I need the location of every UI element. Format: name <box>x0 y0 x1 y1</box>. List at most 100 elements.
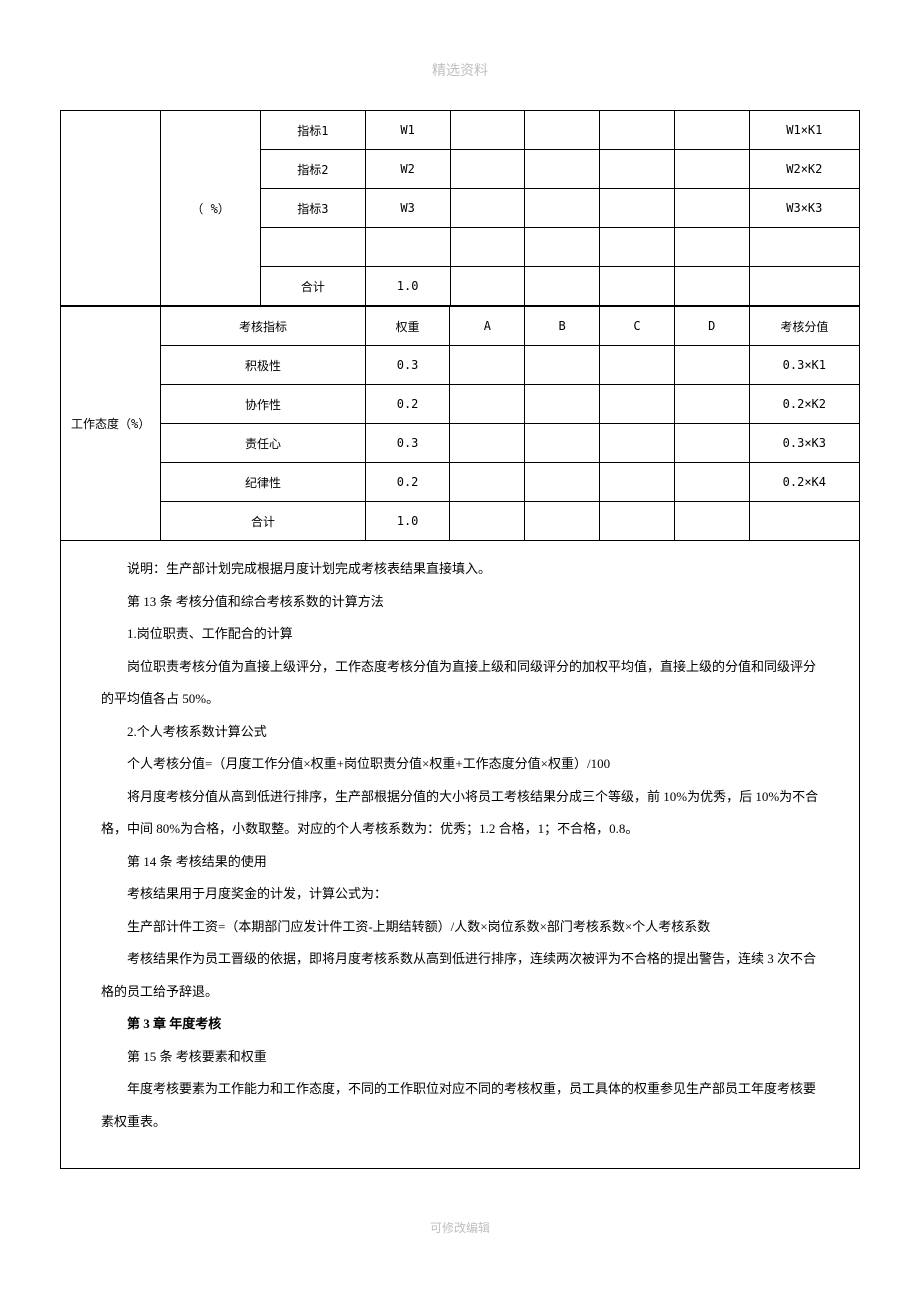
cell-a <box>450 267 525 306</box>
cell-c <box>600 267 675 306</box>
table-row: 积极性 0.3 0.3×K1 <box>61 346 859 385</box>
table-row: （ %） 指标1 W1 W1×K1 <box>61 111 859 150</box>
col-score: 考核分值 <box>749 307 859 346</box>
cell-a <box>450 502 525 541</box>
content-box: （ %） 指标1 W1 W1×K1 指标2 W2 W2×K2 指标3 W <box>60 110 860 1169</box>
table-row: 纪律性 0.2 0.2×K4 <box>61 463 859 502</box>
empty-cell <box>749 267 859 306</box>
cell-a <box>450 463 525 502</box>
indicator-score: W2×K2 <box>749 150 859 189</box>
col-d: D <box>674 307 749 346</box>
paragraph: 第 13 条 考核分值和综合考核系数的计算方法 <box>101 586 819 619</box>
body-text: 说明：生产部计划完成根据月度计划完成考核表结果直接填入。 第 13 条 考核分值… <box>61 541 859 1168</box>
paragraph: 考核结果用于月度奖金的计发，计算公式为： <box>101 878 819 911</box>
cell-a <box>450 385 525 424</box>
indicator-score: W1×K1 <box>749 111 859 150</box>
table-indicators: （ %） 指标1 W1 W1×K1 指标2 W2 W2×K2 指标3 W <box>61 111 859 306</box>
cell-c <box>600 111 675 150</box>
paragraph: 岗位职责考核分值为直接上级评分，工作态度考核分值为直接上级和同级评分的加权平均值… <box>101 651 819 716</box>
cell-c <box>600 424 675 463</box>
cell-d <box>674 463 749 502</box>
cell-c <box>600 346 675 385</box>
empty-cell <box>450 228 525 267</box>
cell-d <box>674 424 749 463</box>
cell-a <box>450 346 525 385</box>
cell-a <box>450 189 525 228</box>
empty-cell <box>674 228 749 267</box>
category-label: 工作态度（%） <box>61 307 161 541</box>
col-weight: 权重 <box>365 307 450 346</box>
cell-b <box>525 189 600 228</box>
empty-cell <box>749 228 859 267</box>
total-label: 合计 <box>161 502 365 541</box>
total-weight: 1.0 <box>365 502 450 541</box>
paragraph: 年度考核要素为工作能力和工作态度，不同的工作职位对应不同的考核权重，员工具体的权… <box>101 1073 819 1138</box>
cell-c <box>600 502 675 541</box>
cell-b <box>525 111 600 150</box>
indicator-weight: W3 <box>365 189 450 228</box>
empty-cell <box>365 228 450 267</box>
table-row: 责任心 0.3 0.3×K3 <box>61 424 859 463</box>
indicator-score: 0.2×K2 <box>749 385 859 424</box>
cell-d <box>674 267 749 306</box>
cell-c <box>600 463 675 502</box>
page-header: 精选资料 <box>60 60 860 80</box>
indicator-score: W3×K3 <box>749 189 859 228</box>
total-weight: 1.0 <box>365 267 450 306</box>
cell-a <box>450 111 525 150</box>
indicator-name: 指标2 <box>260 150 365 189</box>
col-indicator: 考核指标 <box>161 307 365 346</box>
empty-cell <box>525 228 600 267</box>
paragraph: 考核结果作为员工晋级的依据，即将月度考核系数从高到低进行排序，连续两次被评为不合… <box>101 943 819 1008</box>
indicator-name: 纪律性 <box>161 463 365 502</box>
empty-cell <box>600 228 675 267</box>
cell-a <box>450 150 525 189</box>
paragraph: 2.个人考核系数计算公式 <box>101 716 819 749</box>
paragraph: 1.岗位职责、工作配合的计算 <box>101 618 819 651</box>
paragraph: 说明：生产部计划完成根据月度计划完成考核表结果直接填入。 <box>101 553 819 586</box>
chapter-heading: 第 3 章 年度考核 <box>101 1008 819 1041</box>
indicator-name: 指标3 <box>260 189 365 228</box>
cell-c <box>600 189 675 228</box>
cell-d <box>674 385 749 424</box>
col-c: C <box>600 307 675 346</box>
cell-b <box>525 346 600 385</box>
col-a: A <box>450 307 525 346</box>
paragraph: 个人考核分值=（月度工作分值×权重+岗位职责分值×权重+工作态度分值×权重）/1… <box>101 748 819 781</box>
table-attitude: 工作态度（%） 考核指标 权重 A B C D 考核分值 积极性 0.3 0.3… <box>61 306 859 541</box>
pct-label: （ %） <box>161 111 261 306</box>
cell-b <box>525 385 600 424</box>
table-header-row: 工作态度（%） 考核指标 权重 A B C D 考核分值 <box>61 307 859 346</box>
indicator-name: 指标1 <box>260 111 365 150</box>
empty-cell <box>61 111 161 306</box>
indicator-name: 积极性 <box>161 346 365 385</box>
cell-c <box>600 385 675 424</box>
cell-b <box>525 150 600 189</box>
cell-b <box>525 424 600 463</box>
cell-d <box>674 502 749 541</box>
page: 精选资料 （ %） 指标1 W1 W1×K1 指标2 W2 <box>0 0 920 1276</box>
indicator-name: 协作性 <box>161 385 365 424</box>
indicator-score: 0.2×K4 <box>749 463 859 502</box>
page-footer: 可修改编辑 <box>60 1219 860 1236</box>
indicator-weight: W1 <box>365 111 450 150</box>
empty-cell <box>749 502 859 541</box>
cell-d <box>674 150 749 189</box>
indicator-weight: 0.3 <box>365 346 450 385</box>
cell-c <box>600 150 675 189</box>
cell-a <box>450 424 525 463</box>
cell-b <box>525 502 600 541</box>
cell-d <box>674 346 749 385</box>
cell-d <box>674 189 749 228</box>
table-row: 协作性 0.2 0.2×K2 <box>61 385 859 424</box>
indicator-weight: 0.3 <box>365 424 450 463</box>
cell-b <box>525 463 600 502</box>
paragraph: 第 15 条 考核要素和权重 <box>101 1041 819 1074</box>
empty-cell <box>260 228 365 267</box>
indicator-score: 0.3×K3 <box>749 424 859 463</box>
indicator-weight: 0.2 <box>365 463 450 502</box>
indicator-weight: W2 <box>365 150 450 189</box>
paragraph: 生产部计件工资=（本期部门应发计件工资-上期结转额）/人数×岗位系数×部门考核系… <box>101 911 819 944</box>
paragraph: 将月度考核分值从高到低进行排序，生产部根据分值的大小将员工考核结果分成三个等级，… <box>101 781 819 846</box>
cell-b <box>525 267 600 306</box>
